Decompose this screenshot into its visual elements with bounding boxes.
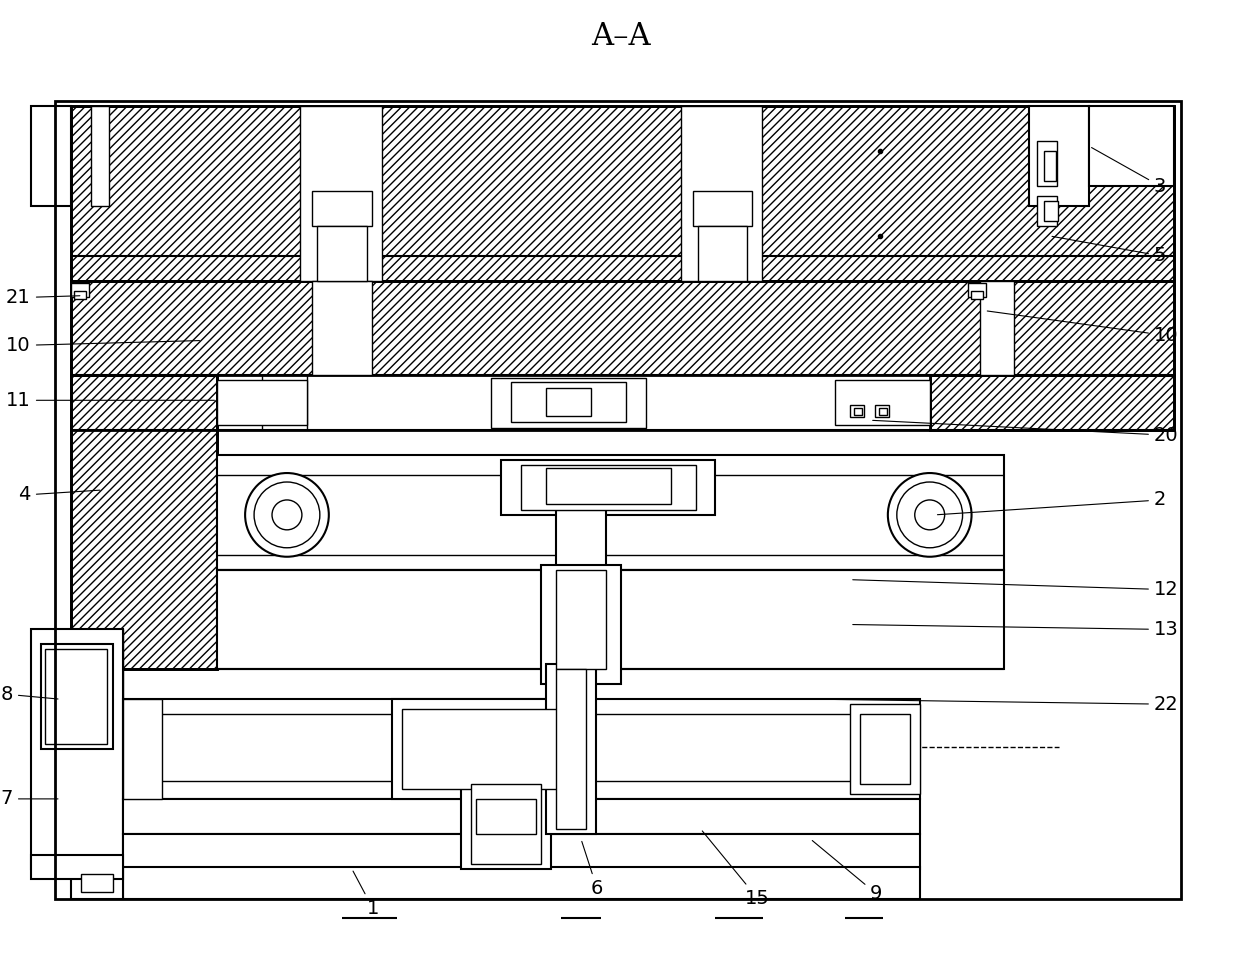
Circle shape: [915, 499, 945, 529]
Bar: [217, 376, 930, 430]
Bar: [556, 510, 606, 570]
Bar: [835, 380, 930, 425]
Bar: [930, 376, 1174, 430]
Bar: [971, 290, 982, 299]
Bar: [491, 378, 646, 428]
Bar: [217, 455, 1004, 570]
Bar: [55, 102, 1180, 898]
Bar: [73, 290, 86, 299]
Bar: [471, 784, 541, 863]
Bar: [879, 408, 887, 415]
Bar: [546, 664, 596, 833]
Bar: [123, 799, 920, 833]
Text: 8: 8: [0, 684, 58, 704]
Bar: [217, 380, 306, 425]
Text: 1: 1: [353, 871, 379, 918]
Bar: [392, 699, 570, 799]
Circle shape: [897, 482, 962, 548]
Circle shape: [246, 473, 329, 557]
Bar: [1044, 151, 1056, 181]
Bar: [71, 376, 217, 669]
Bar: [91, 106, 109, 206]
Bar: [980, 281, 1014, 376]
Bar: [1089, 106, 1174, 186]
Bar: [300, 106, 382, 281]
Text: 9: 9: [812, 840, 883, 903]
Bar: [556, 570, 606, 669]
Bar: [31, 629, 123, 868]
Bar: [849, 705, 920, 794]
Text: 2: 2: [937, 491, 1167, 515]
Text: 7: 7: [0, 789, 58, 808]
Bar: [31, 106, 71, 206]
Bar: [875, 406, 889, 417]
Text: 20: 20: [873, 420, 1178, 444]
Bar: [1038, 196, 1058, 226]
Bar: [849, 406, 864, 417]
Text: 10: 10: [987, 311, 1178, 345]
Bar: [71, 376, 217, 669]
Bar: [546, 388, 591, 416]
Text: 15: 15: [702, 831, 770, 908]
Text: 21: 21: [6, 288, 79, 307]
Circle shape: [254, 482, 320, 548]
Bar: [546, 469, 671, 504]
Bar: [71, 376, 217, 430]
Bar: [461, 774, 551, 868]
Bar: [312, 281, 372, 376]
Bar: [312, 191, 372, 226]
Bar: [31, 629, 123, 868]
Text: 4: 4: [19, 486, 100, 504]
Bar: [511, 382, 626, 422]
Bar: [692, 191, 753, 226]
Bar: [71, 866, 123, 898]
Bar: [930, 376, 1174, 430]
Bar: [71, 283, 89, 296]
Circle shape: [272, 499, 301, 529]
Text: 5: 5: [1052, 236, 1167, 265]
Bar: [123, 699, 162, 799]
Bar: [402, 710, 560, 789]
Bar: [698, 226, 748, 281]
Text: 6: 6: [582, 841, 604, 898]
Text: 3: 3: [1091, 147, 1167, 196]
Bar: [71, 106, 1174, 281]
Bar: [861, 714, 910, 784]
Bar: [967, 283, 986, 296]
Bar: [123, 833, 920, 868]
Bar: [31, 855, 123, 879]
Bar: [45, 650, 107, 744]
Text: 10: 10: [6, 336, 200, 355]
Bar: [123, 699, 920, 799]
Bar: [71, 106, 1174, 281]
Text: 12: 12: [853, 580, 1179, 599]
Text: 13: 13: [853, 620, 1179, 639]
Circle shape: [888, 473, 972, 557]
Bar: [541, 564, 621, 684]
Bar: [71, 281, 1174, 376]
Bar: [501, 460, 715, 515]
Bar: [317, 226, 367, 281]
Bar: [1038, 141, 1058, 186]
Text: A–A: A–A: [591, 21, 651, 52]
Bar: [476, 799, 536, 833]
Bar: [1044, 201, 1058, 221]
Text: 11: 11: [6, 391, 215, 409]
Text: 22: 22: [823, 695, 1179, 713]
Bar: [681, 106, 763, 281]
Bar: [71, 281, 1174, 376]
Bar: [71, 376, 217, 430]
Bar: [521, 465, 696, 510]
Bar: [854, 408, 862, 415]
Bar: [556, 669, 587, 829]
Bar: [41, 645, 113, 749]
Bar: [81, 874, 113, 892]
Bar: [1029, 106, 1089, 206]
Bar: [217, 570, 1004, 669]
Bar: [123, 866, 920, 898]
